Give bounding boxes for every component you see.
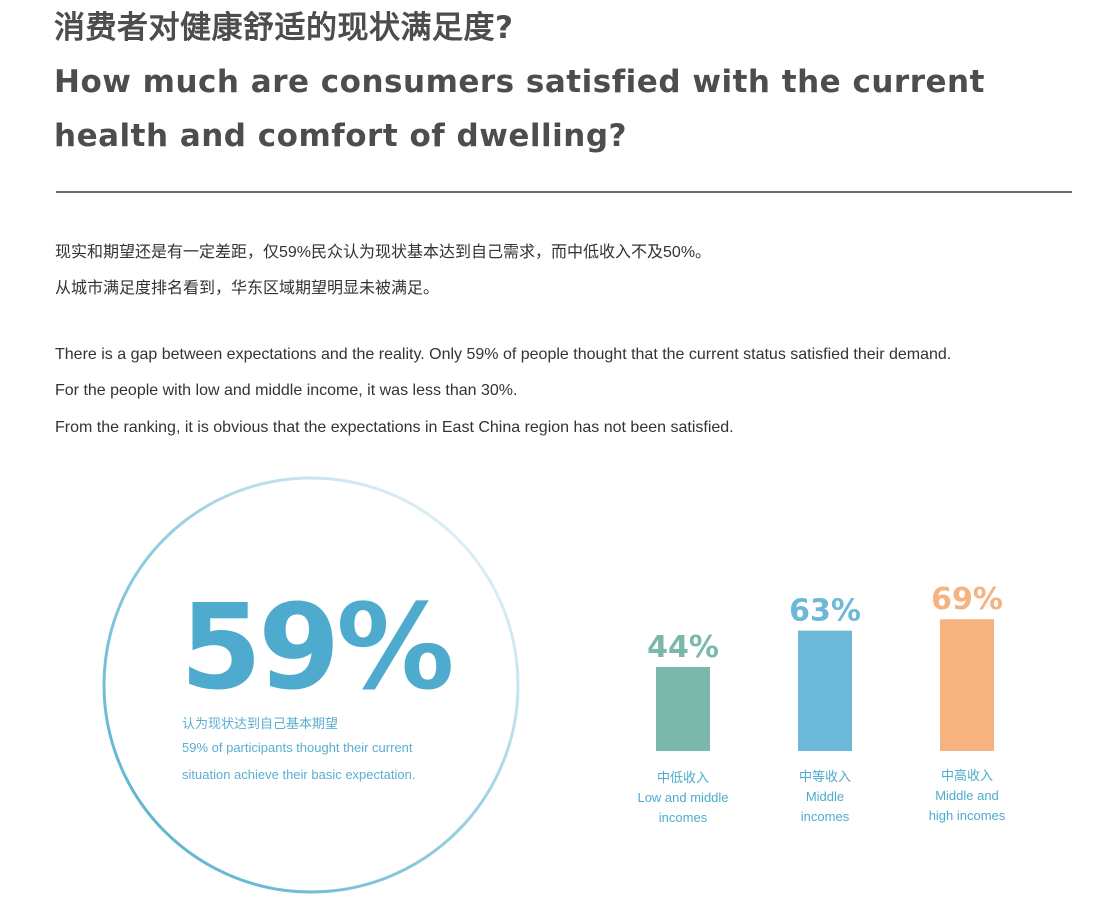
intro-en-line-1: There is a gap between expectations and … — [55, 346, 952, 363]
category-label-3-en-line1: Middle and — [935, 788, 999, 803]
category-label-2: 中等收入 Middle incomes — [755, 767, 895, 827]
category-label-2-en-line2: incomes — [800, 809, 850, 824]
category-label-2-zh: 中等收入 — [798, 769, 851, 784]
headline-value: 59% — [180, 578, 454, 716]
divider-rule — [56, 191, 1072, 193]
bar-2 — [798, 630, 852, 751]
category-label-3: 中高收入 Middle and high incomes — [897, 766, 1037, 826]
headline-caption-en-line-1: 59% of participants thought their curren… — [182, 740, 413, 755]
intro-zh-line-1: 现实和期望还是有一定差距，仅59%民众认为现状基本达到自己需求，而中低收入不及5… — [55, 244, 712, 261]
title-english-line-1: How much are consumers satisfied with th… — [54, 64, 985, 100]
intro-en-line-2: For the people with low and middle incom… — [55, 382, 518, 399]
bar-1 — [656, 666, 710, 751]
bar-value-label-1: 44% — [647, 630, 719, 665]
category-label-2-en-line1: Middle — [805, 789, 845, 804]
category-label-1-en-line2: incomes — [658, 810, 708, 825]
headline-ring — [102, 476, 520, 894]
bar-3 — [940, 619, 994, 751]
category-label-3-zh: 中高收入 — [940, 768, 993, 783]
category-label-3-en-line2: high incomes — [928, 808, 1006, 823]
headline-caption-en-line-2: situation achieve their basic expectatio… — [182, 767, 416, 782]
title-chinese: 消费者对健康舒适的现状满足度? — [54, 10, 514, 46]
title-english-line-2: health and comfort of dwelling? — [54, 118, 628, 154]
category-label-1-zh: 中低收入 — [656, 770, 709, 785]
category-label-1: 中低收入 Low and middle incomes — [613, 768, 753, 828]
bar-value-label-2: 63% — [789, 594, 861, 629]
intro-en-line-3: From the ranking, it is obvious that the… — [55, 419, 734, 436]
bar-value-label-3: 69% — [931, 582, 1003, 617]
category-label-1-en-line1: Low and middle — [637, 790, 729, 805]
headline-caption-zh: 认为现状达到自己基本期望 — [182, 716, 339, 731]
intro-zh-line-2: 从城市满足度排名看到，华东区域期望明显未被满足。 — [55, 280, 440, 297]
